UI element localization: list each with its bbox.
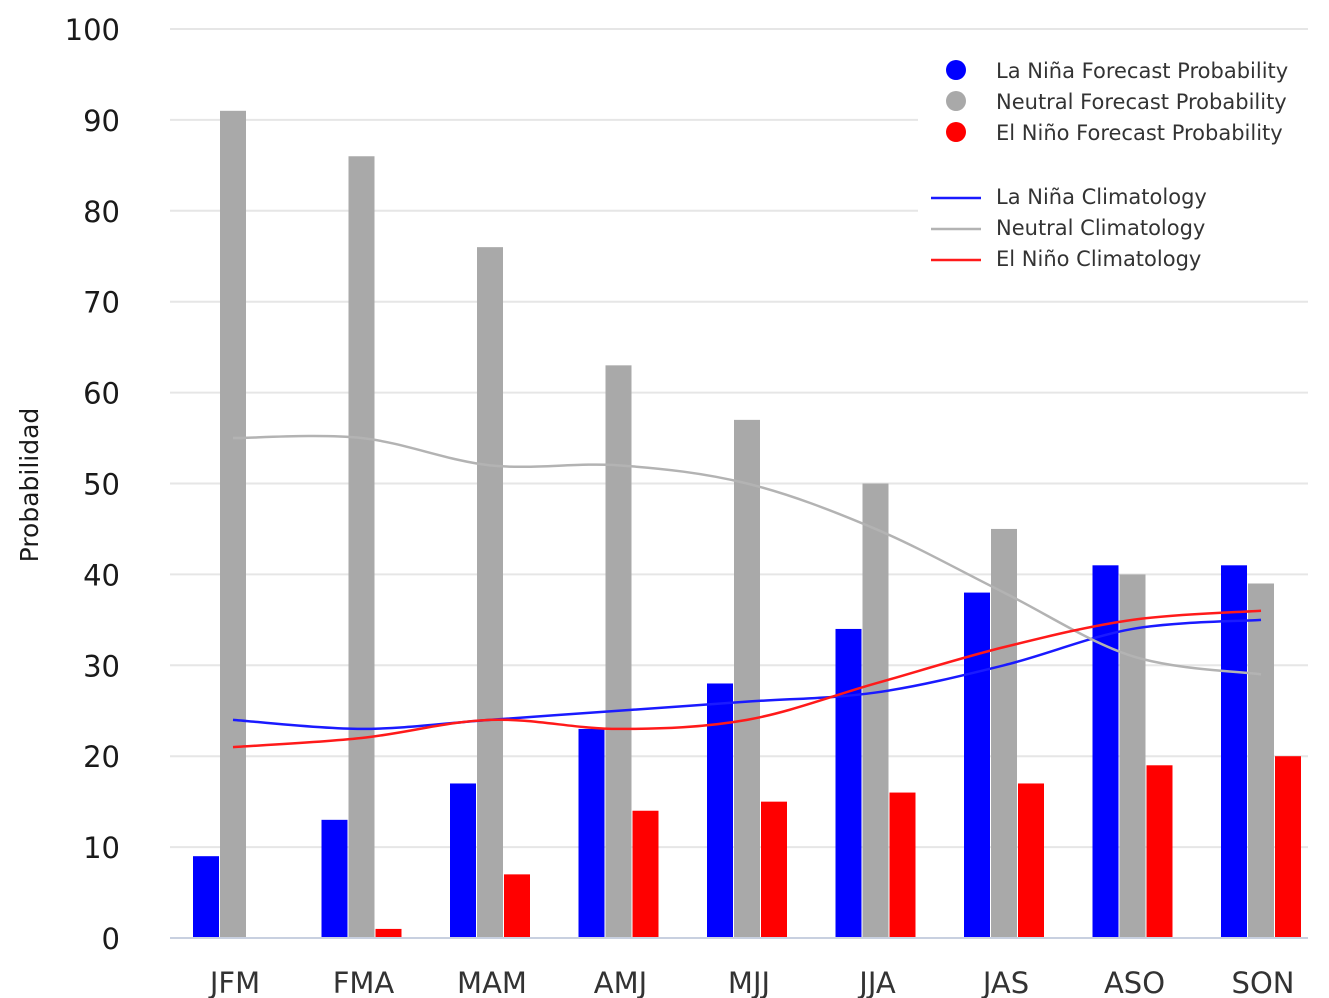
climatology-lines: [232, 434, 1262, 749]
bar: [321, 819, 348, 938]
y-tick-label: 100: [65, 13, 120, 47]
x-tick-label: JJA: [857, 966, 896, 998]
bar: [1221, 565, 1247, 938]
bar: [889, 792, 916, 938]
x-tick-label: AMJ: [594, 966, 647, 998]
legend-marker: [946, 91, 966, 111]
x-tick-label: FMA: [333, 966, 395, 998]
climatology-line: [232, 434, 1262, 676]
y-tick-label: 60: [83, 377, 120, 411]
bar: [375, 928, 402, 938]
y-tick-label: 30: [83, 649, 120, 683]
bar: [220, 110, 246, 938]
legend-label: La Niña Forecast Probability: [996, 59, 1288, 83]
bar: [1146, 765, 1173, 938]
bar: [450, 783, 476, 938]
x-tick-label: JAS: [981, 966, 1029, 998]
x-axis-ticks: JFM FMA MAM AMJ MJJ JJA JAS ASO SON: [208, 966, 1295, 998]
bar: [632, 810, 659, 938]
bar: [1119, 574, 1146, 938]
legend-label: La Niña Climatology: [996, 185, 1207, 209]
bars: [193, 110, 1301, 939]
legend-label: El Niño Climatology: [996, 247, 1201, 271]
x-tick-label: ASO: [1104, 966, 1165, 998]
legend-background: [918, 48, 1323, 280]
legend-label: El Niño Forecast Probability: [996, 121, 1283, 145]
bar: [1018, 783, 1044, 938]
legend-label: Neutral Climatology: [996, 216, 1205, 240]
bar: [1275, 756, 1301, 938]
bar: [991, 528, 1017, 938]
legend-marker: [946, 122, 966, 142]
bar: [734, 419, 760, 938]
y-tick-label: 50: [83, 468, 120, 502]
y-tick-label: 20: [83, 740, 120, 774]
bar: [835, 628, 862, 938]
bar: [477, 247, 503, 938]
y-tick-label: 70: [83, 286, 120, 320]
legend: La Niña Forecast Probability Neutral Fore…: [918, 48, 1323, 280]
y-axis-ticks: 0 10 20 30 40 50 60 70 80 90 100: [65, 13, 120, 956]
climatology-line: [232, 609, 1262, 749]
bar: [761, 801, 787, 938]
y-tick-label: 90: [83, 104, 120, 138]
y-tick-label: 40: [83, 558, 120, 592]
bar: [964, 592, 990, 938]
bar: [193, 856, 219, 938]
bar: [348, 156, 375, 938]
y-axis-title: Probabilidad: [15, 408, 44, 563]
y-tick-label: 80: [83, 195, 120, 229]
bar: [1248, 583, 1274, 938]
legend-marker: [946, 60, 966, 80]
x-tick-label: MJJ: [728, 966, 770, 998]
x-tick-label: MAM: [457, 966, 527, 998]
x-tick-label: JFM: [208, 966, 260, 998]
bar: [1092, 565, 1119, 938]
bar: [578, 728, 605, 938]
bar: [605, 365, 632, 939]
x-tick-label: SON: [1232, 966, 1295, 998]
bar: [504, 874, 530, 938]
climatology-line: [232, 618, 1262, 731]
y-tick-label: 0: [102, 922, 120, 956]
legend-label: Neutral Forecast Probability: [996, 90, 1287, 114]
y-tick-label: 10: [83, 831, 120, 865]
bar: [862, 483, 889, 938]
